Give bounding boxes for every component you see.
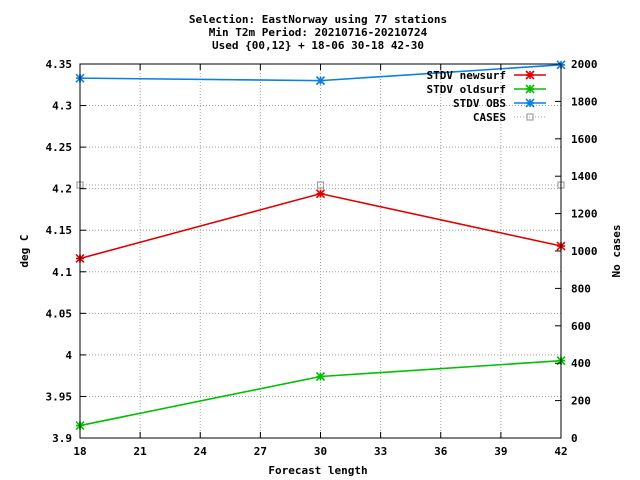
- y2-tick-label: 200: [571, 395, 591, 408]
- legend-marker: [525, 98, 535, 108]
- x-tick-label: 42: [554, 445, 567, 458]
- data-point: [315, 76, 326, 86]
- y-tick-label: 4.05: [46, 307, 73, 320]
- y2-tick-label: 1000: [571, 245, 598, 258]
- y-tick-label: 4.35: [46, 58, 73, 71]
- chart-title: Selection: EastNorway using 77 stations …: [189, 13, 447, 52]
- y-tick-label: 4.1: [52, 266, 72, 279]
- grid: [80, 64, 561, 438]
- y-tick-label: 4: [65, 349, 72, 362]
- title-line-2: Min T2m Period: 20210716-20210724: [209, 26, 428, 39]
- x-tick-label: 21: [134, 445, 148, 458]
- y2-tick-label: 1400: [571, 170, 598, 183]
- x-tick-label: 30: [314, 445, 327, 458]
- y-axis-label: deg C: [18, 234, 31, 267]
- legend-label: STDV OBS: [453, 97, 506, 110]
- title-line-3: Used {00,12} + 18-06 30-18 42-30: [212, 39, 424, 52]
- data-point: [316, 181, 325, 189]
- title-line-1: Selection: EastNorway using 77 stations: [189, 13, 447, 26]
- x-tick-label: 36: [434, 445, 448, 458]
- legend-item-stdv-newsurf: STDV newsurf: [427, 69, 546, 82]
- y-tick-label: 4.15: [46, 224, 73, 237]
- y2-tick-label: 1600: [571, 133, 598, 146]
- legend-marker: [526, 113, 534, 121]
- data-point: [315, 371, 326, 382]
- y2-tick-label: 1800: [571, 95, 598, 108]
- y2-tick-label: 2000: [571, 58, 598, 71]
- x-tick-label: 33: [374, 445, 387, 458]
- y-tick-label: 4.25: [46, 141, 73, 154]
- legend-item-stdv-oldsurf: STDV oldsurf: [427, 83, 546, 96]
- x-tick-label: 24: [194, 445, 208, 458]
- y-tick-label: 4.2: [52, 183, 72, 196]
- y2-axis-label: No cases: [610, 225, 623, 278]
- legend-label: CASES: [473, 111, 506, 124]
- data-point: [315, 189, 326, 199]
- legend-label: STDV oldsurf: [427, 83, 506, 96]
- x-tick-label: 18: [73, 445, 86, 458]
- y-tick-label: 3.9: [52, 432, 72, 445]
- y2-tick-label: 400: [571, 357, 591, 370]
- x-tick-label: 27: [254, 445, 267, 458]
- y-tick-label: 3.95: [46, 390, 73, 403]
- y2-tick-label: 600: [571, 320, 591, 333]
- x-axis-label: Forecast length: [268, 464, 367, 477]
- legend-item-cases: CASES: [473, 111, 546, 124]
- y-tick-label: 4.3: [52, 100, 72, 113]
- legend-item-stdv-obs: STDV OBS: [453, 97, 546, 110]
- legend-marker: [525, 84, 535, 94]
- y2-tick-label: 1200: [571, 208, 598, 221]
- x-tick-label: 39: [494, 445, 507, 458]
- legend-label: STDV newsurf: [427, 69, 506, 82]
- y2-tick-label: 0: [571, 432, 578, 445]
- legend-marker: [525, 70, 535, 80]
- ticks: 18 21 24 27 30 33 36 39 42 3.9 3.95 4 4.05 4.1 4.15 4.2…: [46, 58, 598, 458]
- y2-tick-label: 800: [571, 282, 591, 295]
